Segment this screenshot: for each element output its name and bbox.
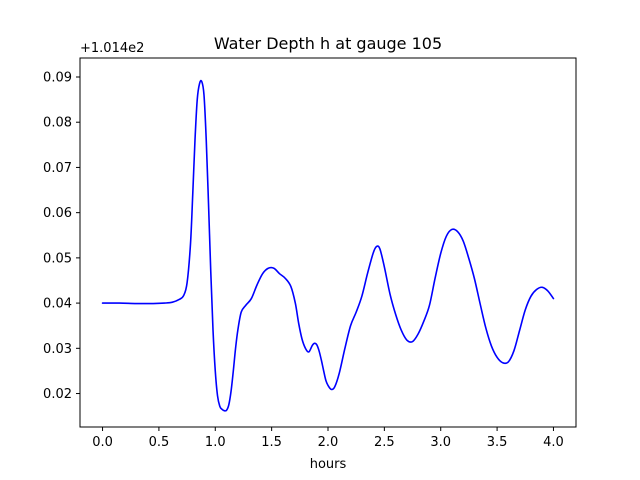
y-tick-label: 0.08 — [43, 116, 72, 131]
x-tick-label: 3.0 — [430, 435, 451, 450]
chart-title: Water Depth h at gauge 105 — [214, 34, 442, 53]
x-axis: 0.0 0.5 1.0 1.5 2.0 2.5 3.0 3.5 4.0 — [92, 427, 564, 450]
x-tick-label: 3.5 — [487, 435, 508, 450]
y-tick-label: 0.09 — [43, 70, 72, 85]
y-tick-label: 0.03 — [43, 342, 72, 357]
series-line — [101, 79, 555, 412]
x-tick-label: 1.0 — [205, 435, 226, 450]
y-tick-label: 0.06 — [43, 206, 72, 221]
x-axis-label: hours — [310, 457, 347, 472]
y-tick-label: 0.02 — [43, 387, 72, 402]
x-tick-label: 4.0 — [543, 435, 564, 450]
y-tick-label: 0.05 — [43, 251, 72, 266]
x-tick-label: 1.5 — [261, 435, 282, 450]
x-tick-label: 0.5 — [149, 435, 170, 450]
x-tick-label: 2.5 — [374, 435, 395, 450]
x-tick-label: 2.0 — [318, 435, 339, 450]
y-tick-label: 0.07 — [43, 161, 72, 176]
y-axis: 0.02 0.03 0.04 0.05 0.06 0.07 0.08 0.09 — [43, 70, 80, 402]
plot-frame — [79, 57, 577, 428]
y-tick-label: 0.04 — [43, 297, 72, 312]
y-offset-label: +1.014e2 — [80, 41, 144, 56]
plot-area — [79, 57, 577, 428]
x-tick-label: 0.0 — [92, 435, 113, 450]
